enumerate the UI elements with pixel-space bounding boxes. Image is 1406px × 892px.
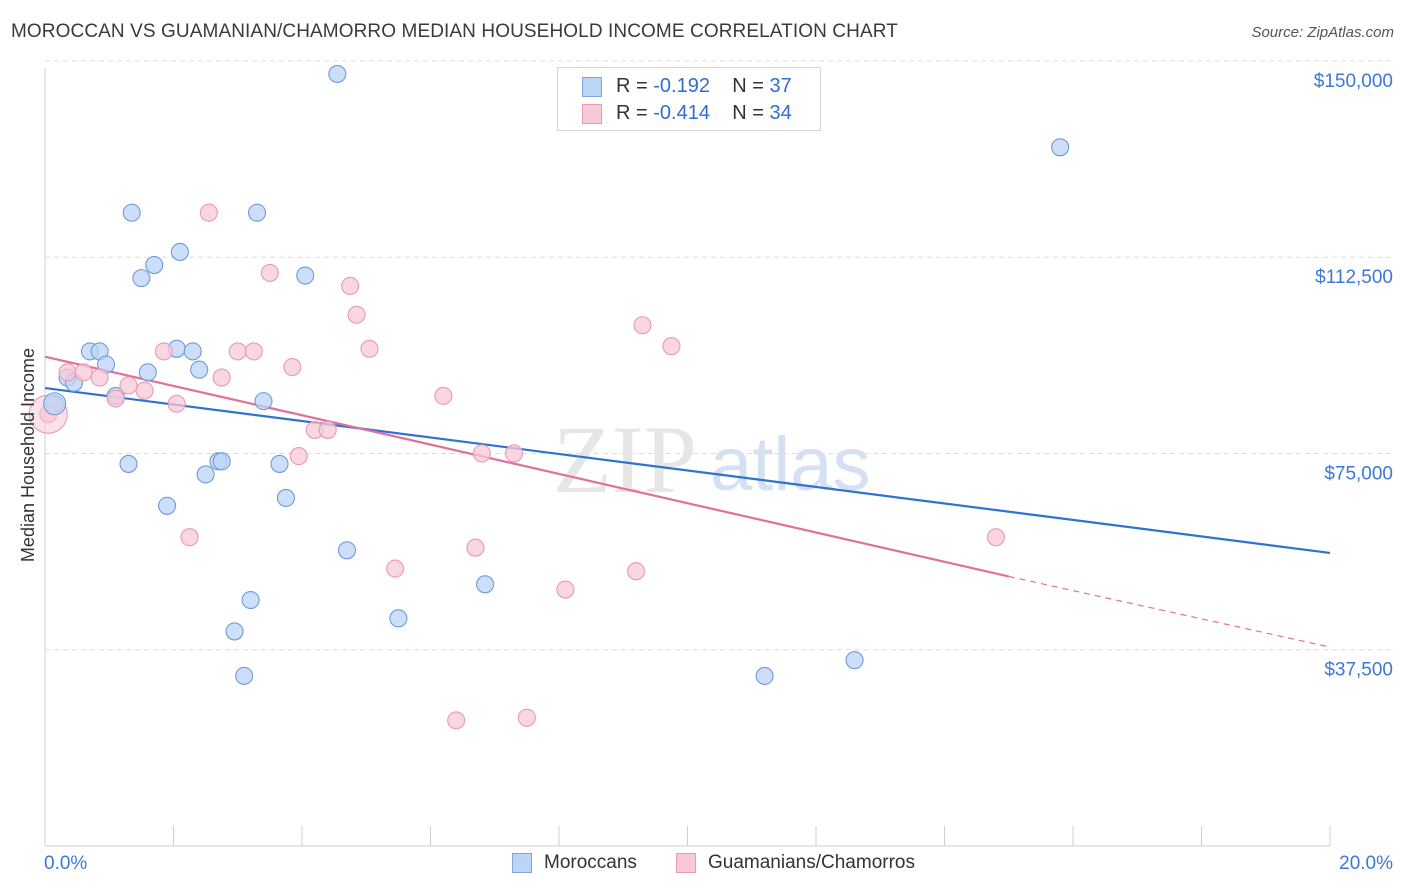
point-guamanian	[244, 342, 263, 361]
point-moroccan	[276, 488, 295, 508]
point-moroccan	[158, 496, 177, 515]
legend-n-value: 37	[769, 75, 792, 97]
point-moroccan	[122, 203, 141, 222]
legend-r-value: -0.192	[653, 75, 710, 97]
trend-line-moroccans	[44, 386, 1331, 555]
legend-swatch-blue	[582, 77, 602, 97]
bottom-legend-label-moroccans: Moroccans	[544, 852, 637, 873]
point-moroccan	[296, 266, 315, 285]
point-moroccan-cluster	[43, 392, 67, 416]
point-guamanian	[341, 276, 360, 296]
legend-text-guamanians: R = -0.414 N = 34	[616, 102, 792, 125]
legend-swatch-pink	[582, 104, 602, 124]
legend-r-value: -0.414	[653, 102, 710, 124]
point-guamanian	[360, 339, 379, 358]
point-moroccan	[225, 622, 244, 641]
watermark-atlas: atlas	[710, 422, 871, 507]
point-moroccan	[845, 651, 864, 670]
legend-r-label: R =	[616, 75, 648, 97]
x-tick-label: 0.0%	[44, 853, 87, 874]
point-guamanian	[90, 368, 109, 387]
watermark: ZIP atlas	[553, 406, 871, 513]
point-guamanian	[504, 444, 524, 463]
point-guamanian	[472, 444, 491, 463]
point-guamanian	[228, 342, 247, 361]
trend-line-guamanians-extension	[1008, 575, 1331, 648]
point-guamanian	[135, 381, 154, 400]
y-tick-label: $37,500	[1324, 660, 1393, 681]
point-guamanian	[289, 447, 308, 466]
point-moroccan	[190, 360, 209, 379]
y-axis-title: Median Household Income	[18, 348, 38, 562]
point-moroccan	[328, 64, 347, 84]
point-guamanian	[517, 708, 536, 727]
point-guamanian	[212, 368, 231, 387]
point-moroccan	[1051, 138, 1070, 157]
point-guamanian	[154, 342, 173, 361]
point-guamanian	[167, 394, 186, 413]
y-tick-label: $150,000	[1314, 71, 1393, 92]
point-guamanian	[447, 711, 466, 730]
watermark-zip: ZIP	[553, 406, 697, 513]
point-guamanian	[633, 316, 652, 335]
point-guamanian	[986, 528, 1005, 547]
point-guamanian	[58, 363, 77, 382]
legend-n-label: N =	[732, 75, 764, 97]
point-moroccan	[119, 454, 138, 473]
point-guamanian	[180, 528, 199, 547]
point-guamanian	[74, 363, 93, 382]
chart-title: MOROCCAN VS GUAMANIAN/CHAMORRO MEDIAN HO…	[11, 21, 898, 42]
point-guamanian	[199, 203, 218, 222]
y-tick-label: $75,000	[1324, 463, 1393, 484]
trend-layer	[44, 355, 1331, 648]
point-guamanian	[556, 580, 575, 599]
point-moroccan	[235, 666, 254, 685]
point-moroccan	[196, 465, 215, 484]
point-moroccan	[389, 609, 408, 628]
point-guamanian	[466, 538, 485, 557]
point-guamanian	[106, 389, 125, 408]
point-moroccan	[337, 541, 357, 560]
bottom-legend-swatch-blue	[512, 853, 532, 873]
legend-n-label: N =	[732, 102, 764, 124]
trend-line-guamanians	[44, 355, 1009, 578]
point-moroccan	[241, 590, 260, 610]
point-moroccan	[254, 392, 273, 411]
point-moroccan	[183, 342, 202, 361]
point-moroccan	[145, 256, 164, 275]
point-guamanian	[386, 559, 405, 578]
point-guamanian	[347, 305, 366, 324]
point-guamanian	[662, 337, 681, 356]
point-guamanian	[434, 386, 453, 405]
point-moroccan	[755, 666, 774, 685]
x-tick-label: 20.0%	[1339, 853, 1393, 874]
y-tick-label: $112,500	[1315, 267, 1393, 288]
bottom-legend-label-guamanians: Guamanians/Chamorros	[708, 852, 915, 873]
point-moroccan	[247, 203, 267, 222]
axes-layer	[44, 68, 1331, 847]
legend-text-moroccans: R = -0.192 N = 37	[616, 75, 792, 98]
point-guamanian	[283, 358, 302, 377]
point-moroccan	[476, 575, 495, 594]
point-guamanian	[627, 562, 646, 581]
point-guamanian	[318, 420, 337, 439]
point-guamanian	[119, 376, 138, 395]
point-moroccan	[132, 269, 151, 288]
legend-n-value: 34	[769, 102, 792, 124]
point-moroccan	[170, 242, 189, 262]
point-guamanian	[260, 263, 279, 282]
point-moroccan	[138, 363, 157, 382]
bottom-legend-swatch-pink	[676, 853, 696, 873]
source-label: Source: ZipAtlas.com	[1251, 24, 1394, 41]
grid-layer	[45, 60, 1395, 651]
legend-r-label: R =	[616, 102, 648, 124]
point-moroccan	[270, 454, 289, 473]
correlation-legend: R = -0.192 N = 37 R = -0.414 N = 34	[557, 67, 821, 131]
labels-layer: $37,500 $75,000 $112,500 $150,000 0.0% 20.0% M…	[18, 71, 1393, 874]
points-layer	[28, 64, 1070, 730]
point-moroccan	[212, 452, 231, 471]
